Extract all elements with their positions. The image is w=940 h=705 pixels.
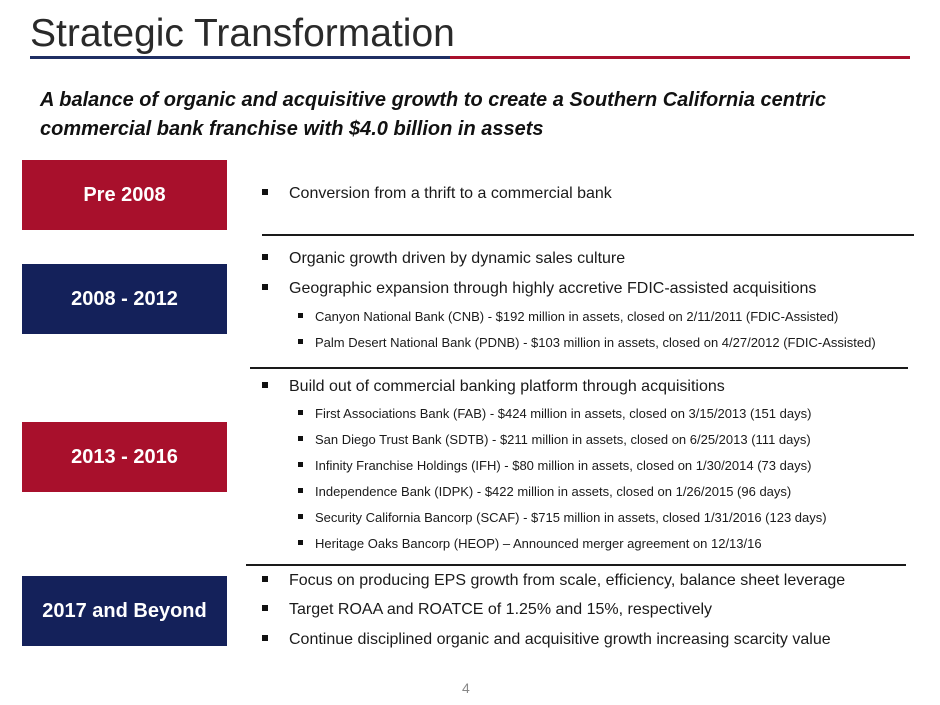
section-divider	[246, 564, 906, 566]
sub-bullet: Canyon National Bank (CNB) - $192 millio…	[298, 309, 838, 324]
bullet-square-icon	[298, 313, 303, 319]
slide-subtitle: A balance of organic and acquisitive gro…	[40, 89, 827, 140]
bullet-square-icon	[262, 604, 268, 611]
sub-bullet: Infinity Franchise Holdings (IFH) - $80 …	[298, 458, 811, 473]
bullet: Focus on producing EPS growth from scale…	[262, 572, 845, 590]
era-box-pre-2008: Pre 2008	[22, 160, 227, 230]
section-divider	[262, 234, 914, 236]
era-box-2008-2012: 2008 - 2012	[22, 264, 227, 334]
bullet: Build out of commercial banking platform…	[262, 378, 725, 396]
sub-bullet: Heritage Oaks Bancorp (HEOP) – Announced…	[298, 536, 762, 551]
bullet-square-icon	[262, 188, 268, 195]
sub-bullet: First Associations Bank (FAB) - $424 mil…	[298, 406, 811, 421]
era-box-2013-2016: 2013 - 2016	[22, 422, 227, 492]
sub-bullet: San Diego Trust Bank (SDTB) - $211 milli…	[298, 432, 811, 447]
bullet-square-icon	[262, 253, 268, 260]
era-label: 2008 - 2012	[71, 287, 178, 310]
bullet: Organic growth driven by dynamic sales c…	[262, 250, 625, 268]
bullet: Conversion from a thrift to a commercial…	[262, 185, 612, 203]
page-number: 4	[462, 680, 470, 696]
bullet: Target ROAA and ROATCE of 1.25% and 15%,…	[262, 601, 712, 619]
bullet-square-icon	[298, 436, 303, 442]
bullet-square-icon	[298, 410, 303, 416]
bullet-square-icon	[298, 514, 303, 520]
bullet-square-icon	[298, 488, 303, 494]
sub-bullet: Independence Bank (IDPK) - $422 million …	[298, 484, 791, 499]
era-label: 2013 - 2016	[71, 445, 178, 468]
section-divider	[250, 367, 908, 369]
bullet-square-icon	[262, 283, 268, 290]
bullet-square-icon	[262, 575, 268, 582]
bullet-square-icon	[262, 634, 268, 641]
title-underline-red	[450, 56, 910, 59]
title-underline-blue	[30, 56, 450, 59]
sub-bullet: Security California Bancorp (SCAF) - $71…	[298, 510, 827, 525]
slide-title: Strategic Transformation	[30, 12, 455, 55]
bullet-square-icon	[262, 381, 268, 388]
era-label: Pre 2008	[83, 183, 166, 206]
bullet: Geographic expansion through highly accr…	[262, 280, 816, 298]
bullet: Continue disciplined organic and acquisi…	[262, 631, 831, 649]
bullet-square-icon	[298, 462, 303, 468]
sub-bullet: Palm Desert National Bank (PDNB) - $103 …	[298, 335, 876, 350]
bullet-square-icon	[298, 540, 303, 546]
era-box-2017-and-beyond: 2017 and Beyond	[22, 576, 227, 646]
era-label: 2017 and Beyond	[42, 599, 207, 622]
bullet-square-icon	[298, 339, 303, 345]
